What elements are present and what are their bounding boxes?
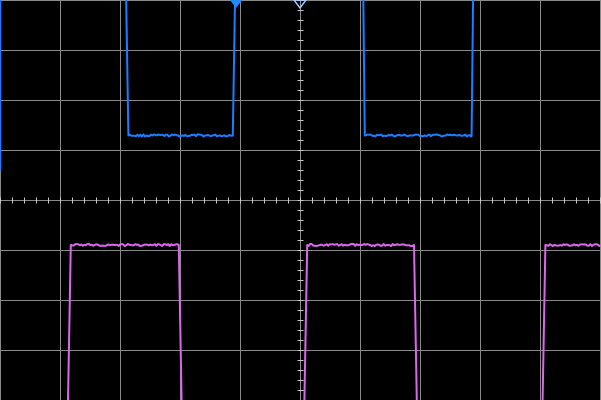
marker-layer: [230, 0, 307, 10]
horizontal-position-marker-icon[interactable]: [293, 0, 307, 10]
trigger-position-marker-icon[interactable]: [230, 0, 242, 8]
channel-2-waveform: [67, 242, 601, 400]
